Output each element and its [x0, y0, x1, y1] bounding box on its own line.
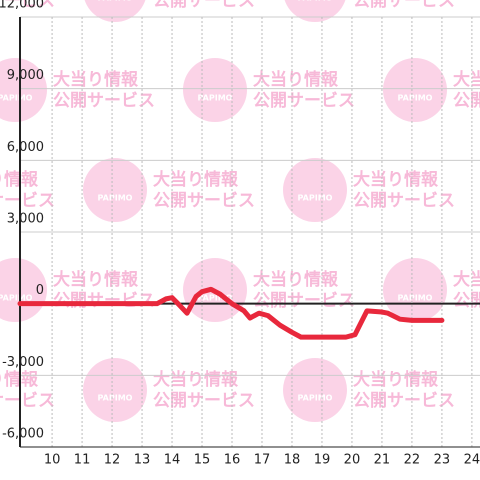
watermark-line1: 大当り情報	[453, 69, 480, 90]
y-tick-label: 0	[36, 283, 44, 298]
watermark-logo: PAPIMO	[298, 0, 333, 3]
x-tick-label: 18	[284, 453, 301, 468]
y-tick-label: -3,000	[2, 355, 44, 370]
watermark-circle	[383, 58, 447, 122]
y-tick-label: 9,000	[7, 68, 44, 83]
x-tick-label: 14	[164, 453, 181, 468]
watermark-logo: PAPIMO	[0, 94, 33, 103]
x-tick-label: 19	[314, 453, 331, 468]
x-tick-label: 23	[434, 453, 451, 468]
watermark-circle	[383, 258, 447, 322]
watermark-line2: 公開サービス	[153, 191, 255, 211]
watermark-circle	[83, 158, 147, 222]
watermark-line1: 大当り情報	[53, 269, 139, 290]
x-tick-label: 11	[74, 453, 91, 468]
watermark-line1: 大当り情報	[253, 69, 339, 90]
watermark-logo: PAPIMO	[98, 194, 133, 203]
y-tick-label: 3,000	[7, 212, 44, 227]
watermark-line2: 公開サービス	[253, 291, 355, 311]
watermark-line1: 大当り情報	[253, 269, 339, 290]
watermark-line2: 公開サービス	[53, 291, 155, 311]
watermark-line1: 大当り情報	[353, 169, 439, 190]
watermark-circle	[283, 358, 347, 422]
x-tick-label: 21	[374, 453, 391, 468]
x-tick-label: 17	[254, 453, 271, 468]
watermark-circle	[83, 358, 147, 422]
data-line	[17, 286, 445, 340]
watermark-circle	[183, 58, 247, 122]
watermark-line1: 大当り情報	[153, 169, 239, 190]
watermark-line2: 公開サービス	[0, 391, 55, 411]
watermark-line2: 公開サービス	[353, 191, 455, 211]
watermark-line2: 公開サービス	[153, 0, 255, 11]
watermark-circle	[283, 158, 347, 222]
watermark-circle	[284, 0, 346, 22]
watermark-logo: PAPIMO	[298, 194, 333, 203]
watermark-line2: 公開サービス	[0, 191, 55, 211]
watermark-line2: 公開サービス	[353, 0, 455, 11]
watermark-logo: PAPIMO	[398, 294, 433, 303]
watermark-logo: PAPIMO	[98, 0, 133, 3]
x-tick-label: 15	[194, 453, 211, 468]
x-tick-label: 13	[134, 453, 151, 468]
watermark-line2: 公開サービス	[353, 391, 455, 411]
watermark-line2: 公開サービス	[453, 91, 480, 111]
x-tick-label: 12	[104, 453, 121, 468]
watermark-line1: 大当り情報	[453, 269, 480, 290]
x-tick-label: 16	[224, 453, 241, 468]
watermark-line1: 大当り情報	[353, 369, 439, 390]
y-tick-label: 6,000	[7, 140, 44, 155]
watermark-circle	[84, 0, 146, 22]
plot: -6,000 -3,000 0 3,000 6,000 9,000 12,000 10 11 12…	[0, 0, 480, 468]
watermark-logo: PAPIMO	[198, 94, 233, 103]
y-tick-label: -6,000	[2, 427, 44, 442]
x-tick-label: 20	[344, 453, 361, 468]
y-tick-label: 12,000	[0, 0, 44, 12]
x-tick-label: 10	[44, 453, 61, 468]
x-tick-label: 24	[464, 453, 480, 468]
watermark-line2: 公開サービス	[253, 91, 355, 111]
watermark: PAPIMO大当り情報公開サービスPAPIMO大当り情報公開サービスPAPIMO…	[0, 0, 480, 422]
watermark-line2: 公開サービス	[453, 291, 480, 311]
x-tick-label: 22	[404, 453, 421, 468]
watermark-line2: 公開サービス	[0, 0, 55, 11]
watermark-logo: PAPIMO	[398, 94, 433, 103]
watermark-line1: 大当り情報	[53, 69, 139, 90]
watermark-logo: PAPIMO	[0, 294, 33, 303]
watermark-line2: 公開サービス	[153, 391, 255, 411]
watermark-circle	[0, 58, 47, 122]
watermark-line1: 大当り情報	[153, 369, 239, 390]
watermark-line2: 公開サービス	[53, 91, 155, 111]
watermark-logo: PAPIMO	[98, 394, 133, 403]
watermark-logo: PAPIMO	[198, 294, 233, 303]
watermark-logo: PAPIMO	[298, 394, 333, 403]
